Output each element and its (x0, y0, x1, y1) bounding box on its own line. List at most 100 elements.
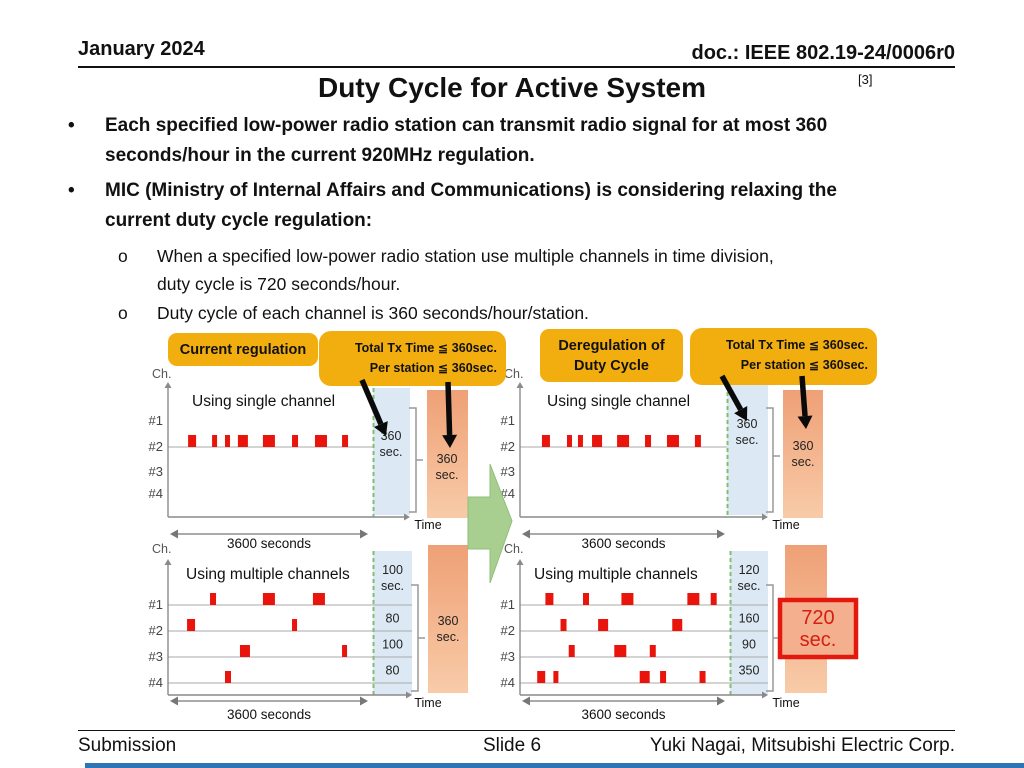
y-axis-head (164, 382, 172, 388)
tx-pulse (660, 671, 667, 683)
station-total-column (428, 545, 468, 693)
chart-current-multiple-channels: 100 sec. 80 100 80 360 sec. Ch. #1 #2 #3 #4 Using mu… (149, 543, 468, 722)
time-axis-label: Time (772, 518, 799, 532)
duty-time-column (373, 551, 412, 695)
channel-axis-label: Ch. (504, 367, 523, 381)
tx-pulse (224, 671, 231, 683)
time-span-arrow-head (170, 696, 178, 706)
bullet-marker: • (68, 180, 75, 201)
tx-pulse (292, 435, 299, 447)
sub-bullet-2: o Duty cycle of each channel is 360 seco… (118, 299, 918, 327)
channel-label: #2 (501, 439, 515, 454)
tx-pulse (598, 619, 609, 631)
sub-bullet-marker: o (118, 246, 128, 266)
tx-pulse (187, 619, 196, 631)
tx-pulse (672, 619, 683, 631)
page-title: Duty Cycle for Active System (318, 72, 706, 103)
x-axis-head (404, 513, 410, 521)
bullet-marker: • (68, 115, 75, 136)
time-span-label: 3600 seconds (227, 707, 311, 722)
time-span-arrow-head (717, 696, 725, 706)
time-span-label: 3600 seconds (581, 536, 665, 551)
duty-segment-label: 100 (382, 638, 403, 652)
bullet-2-text: MIC (Ministry of Internal Affairs and Co… (105, 180, 837, 231)
x-axis-head (406, 691, 412, 699)
header-date: January 2024 (78, 38, 205, 60)
time-axis-label: Time (772, 696, 799, 710)
channel-label: #1 (501, 413, 515, 428)
chart-title: Using single channel (547, 393, 690, 410)
y-axis-head (516, 559, 524, 565)
callout-total-tx-left: Total Tx Time ≦ 360sec. Per station ≦ 36… (319, 331, 506, 386)
tx-pulse (212, 435, 218, 447)
station-total-label: 720 sec. (800, 607, 837, 651)
station-total-label: 360 sec. (437, 614, 460, 644)
chart-title: Using multiple channels (186, 566, 350, 583)
sum-bracket (409, 407, 423, 513)
channel-label: #1 (149, 413, 163, 428)
channel-label: #4 (501, 486, 515, 501)
footer-slide-number: Slide 6 (482, 735, 542, 756)
tx-pulse (541, 435, 550, 447)
station-total-column (783, 390, 823, 518)
tx-pulse (210, 593, 217, 605)
x-axis-head (762, 691, 768, 699)
time-span-arrow-head (522, 696, 530, 706)
sum-bracket (766, 407, 780, 513)
duty-time-column (730, 551, 768, 695)
tx-pulse (710, 593, 717, 605)
tx-pulse (560, 619, 567, 631)
y-axis-head (164, 559, 172, 565)
footer-accent-bar (85, 763, 1024, 768)
tx-pulse (314, 435, 327, 447)
y-axis-head (516, 382, 524, 388)
time-axis-label: Time (414, 518, 441, 532)
duty-segment-label: 90 (742, 638, 756, 652)
header-doc-number: doc.: IEEE 802.19-24/0006r0 (691, 42, 956, 64)
tx-pulse (292, 619, 298, 631)
channel-label: #3 (149, 649, 163, 664)
tx-pulse (617, 435, 630, 447)
tx-pulse (649, 645, 656, 657)
tx-pulse (568, 645, 575, 657)
time-span-arrow-head (360, 696, 368, 706)
footer-author: Yuki Nagai, Mitsubishi Electric Corp. (649, 735, 955, 756)
footer-rule (78, 730, 955, 731)
tx-pulse (639, 671, 650, 683)
tx-pulse (699, 671, 706, 683)
channel-label: #2 (149, 623, 163, 638)
tx-pulse (188, 435, 197, 447)
sum-bracket (411, 584, 425, 692)
header-rule (78, 66, 955, 68)
tx-pulse (537, 671, 546, 683)
station-total-label: 360 sec. (792, 439, 815, 469)
tx-pulse (262, 593, 275, 605)
tx-pulse (239, 645, 250, 657)
tx-pulse (342, 435, 349, 447)
channel-label: #1 (149, 597, 163, 612)
tx-pulse (577, 435, 583, 447)
duty-segment-label: 80 (386, 612, 400, 626)
channel-axis-label: Ch. (152, 543, 171, 556)
channel-label: #1 (501, 597, 515, 612)
channel-label: #3 (501, 464, 515, 479)
bullet-2: • MIC (Ministry of Internal Affairs and … (68, 176, 928, 236)
footer-submission: Submission (78, 735, 177, 756)
time-span-arrow-head (360, 529, 368, 539)
bullet-1-text: Each specified low-power radio station c… (105, 115, 828, 166)
callout-total-tx-right: Total Tx Time ≦ 360sec. Per station ≦ 36… (690, 328, 877, 385)
duty-segment-label: 100 sec. (381, 563, 404, 593)
x-axis-head (762, 513, 768, 521)
tx-pulse (687, 593, 700, 605)
chart-title: Using single channel (192, 393, 335, 410)
duty-time-column (727, 385, 768, 515)
channel-label: #3 (149, 464, 163, 479)
bullet-1: • Each specified low-power radio station… (68, 111, 928, 171)
time-axis-label: Time (414, 696, 441, 710)
duty-segment-label: 160 (739, 612, 760, 626)
channel-axis-label: Ch. (152, 367, 171, 381)
chart-deregulated-multiple-channels: 120 sec. 160 90 350 720 sec. Ch. #1 #2 #3 #4 Using m… (501, 543, 859, 722)
